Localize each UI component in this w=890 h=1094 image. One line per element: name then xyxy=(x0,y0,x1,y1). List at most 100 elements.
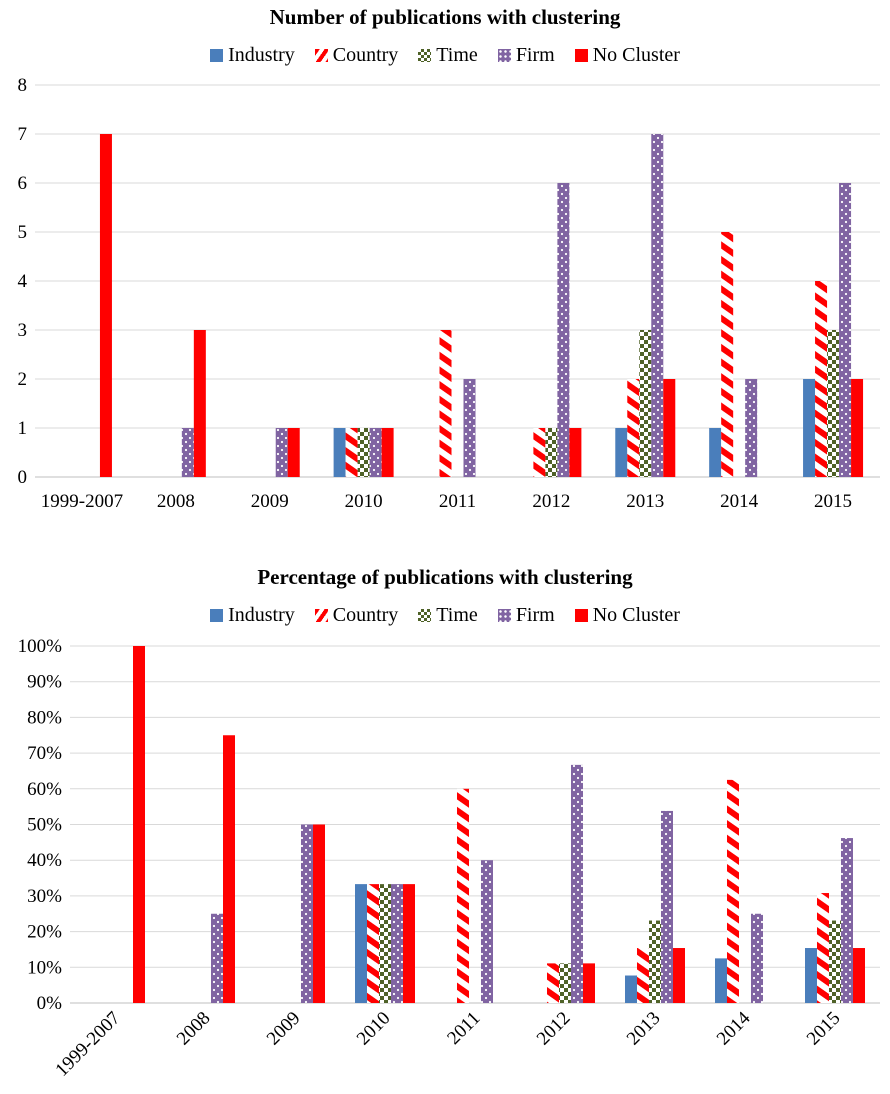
y-tick-label: 2 xyxy=(18,369,28,390)
legend-item-industry: Industry xyxy=(210,604,295,627)
y-tick-label: 20% xyxy=(27,922,62,943)
bar-industry xyxy=(715,958,727,1003)
bar-firm xyxy=(557,183,570,477)
x-tick-label: 2009 xyxy=(263,1008,305,1050)
y-tick-label: 6 xyxy=(18,173,28,194)
x-tick-label: 2010 xyxy=(345,491,383,512)
chart-count: Number of publications with clustering I… xyxy=(0,0,890,540)
bar-no-cluster xyxy=(381,428,394,477)
bar-no-cluster xyxy=(193,330,206,477)
bar-country xyxy=(457,788,469,1003)
bar-firm xyxy=(181,428,194,477)
bar-firm xyxy=(463,379,476,477)
legend-label: Industry xyxy=(228,44,295,66)
bar-country xyxy=(627,379,640,477)
bar-firm xyxy=(391,884,403,1003)
bar-firm xyxy=(211,913,223,1003)
bar-no-cluster xyxy=(223,735,235,1003)
bar-country xyxy=(817,893,829,1003)
bar-country xyxy=(637,948,649,1003)
chart-percentage: Percentage of publications with clusteri… xyxy=(0,560,890,1094)
chart-title: Percentage of publications with clusteri… xyxy=(257,565,633,589)
x-tick-label: 2015 xyxy=(814,491,852,512)
bar-firm xyxy=(651,134,664,477)
chart-title: Number of publications with clustering xyxy=(269,5,621,29)
bar-time xyxy=(379,884,391,1003)
bar-country xyxy=(547,963,559,1003)
bar-country xyxy=(721,232,734,477)
x-tick-label: 2013 xyxy=(623,1008,665,1050)
bar-no-cluster xyxy=(673,948,685,1003)
x-tick-label: 2009 xyxy=(251,491,289,512)
y-tick-label: 0% xyxy=(37,993,63,1014)
bar-no-cluster xyxy=(853,948,865,1003)
plot-area: 0% 10% 20% 30% 40% 50% 60% 70% 80% 90% 100% 1999-20… xyxy=(18,636,880,1081)
x-tick-label: 2008 xyxy=(157,491,195,512)
legend-swatch-country xyxy=(314,49,328,62)
legend-item-industry: Industry xyxy=(210,44,295,67)
bar-no-cluster xyxy=(403,884,415,1003)
legend-swatch-no-cluster xyxy=(574,49,588,62)
bar-country xyxy=(439,330,452,477)
bar-no-cluster xyxy=(569,428,582,477)
bar-time xyxy=(639,330,652,477)
x-tick-label: 2013 xyxy=(626,491,664,512)
y-tick-label: 5 xyxy=(18,222,28,243)
bar-firm xyxy=(751,913,763,1003)
bar-industry xyxy=(709,428,722,477)
x-tick-label: 2014 xyxy=(713,1007,755,1049)
legend-swatch-industry xyxy=(210,609,224,622)
legend-swatch-country xyxy=(314,609,328,622)
legend-swatch-time xyxy=(418,609,432,622)
bar-industry xyxy=(355,884,367,1003)
y-tick-label: 80% xyxy=(27,707,62,728)
bar-firm xyxy=(839,183,852,477)
x-tick-label: 2012 xyxy=(532,491,570,512)
legend-label: Time xyxy=(436,44,478,66)
bar-firm xyxy=(661,810,673,1003)
bar-time xyxy=(827,330,840,477)
y-tick-label: 3 xyxy=(18,320,28,341)
x-tick-label: 1999-2007 xyxy=(41,491,123,512)
y-tick-label: 50% xyxy=(27,815,62,836)
bar-time xyxy=(559,963,571,1003)
legend-swatch-industry xyxy=(210,49,224,62)
y-tick-label: 7 xyxy=(18,124,28,145)
legend-label: Firm xyxy=(515,604,555,626)
legend-label: Industry xyxy=(228,604,295,626)
legend: Industry Country Time Firm No Cluster xyxy=(0,44,890,67)
x-tick-label: 2011 xyxy=(443,1008,484,1049)
y-tick-label: 30% xyxy=(27,886,62,907)
bar-firm xyxy=(745,379,758,477)
x-tick-label: 2015 xyxy=(803,1008,845,1050)
bar-industry xyxy=(803,379,816,477)
legend-label: Country xyxy=(332,604,399,626)
bar-country xyxy=(815,281,828,477)
x-tick-label: 2014 xyxy=(720,491,759,512)
bar-no-cluster xyxy=(287,428,300,477)
bar-firm xyxy=(275,428,288,477)
legend-swatch-firm xyxy=(497,609,511,622)
x-tick-label: 2011 xyxy=(439,491,476,512)
legend-item-firm: Firm xyxy=(497,604,555,627)
y-tick-label: 1 xyxy=(18,418,28,439)
bar-firm xyxy=(301,824,313,1003)
legend-item-country: Country xyxy=(314,604,399,627)
legend-label: Firm xyxy=(515,44,555,66)
bar-firm xyxy=(481,860,493,1003)
bar-no-cluster xyxy=(133,646,145,1003)
bar-no-cluster xyxy=(313,824,325,1003)
bar-country xyxy=(533,428,546,477)
bar-industry xyxy=(805,948,817,1003)
legend-swatch-time xyxy=(418,49,432,62)
y-tick-label: 100% xyxy=(18,636,63,657)
y-tick-label: 0 xyxy=(18,467,28,488)
legend-swatch-no-cluster xyxy=(574,609,588,622)
y-tick-label: 90% xyxy=(27,672,62,693)
bar-time xyxy=(545,428,558,477)
y-tick-label: 70% xyxy=(27,743,62,764)
legend-label: Time xyxy=(436,604,478,626)
legend: Industry Country Time Firm No Cluster xyxy=(0,604,890,627)
bar-country xyxy=(367,884,379,1003)
x-tick-label: 2012 xyxy=(533,1008,575,1050)
